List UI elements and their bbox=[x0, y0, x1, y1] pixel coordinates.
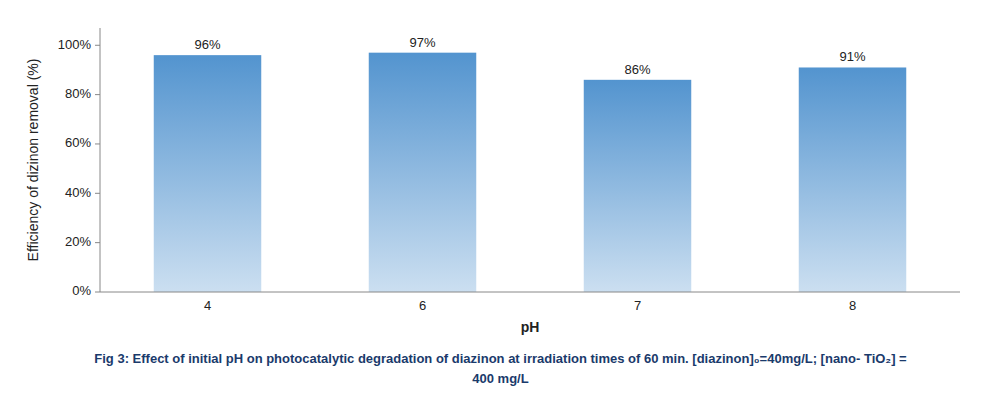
y-tick-label: 80% bbox=[65, 86, 91, 101]
bar bbox=[369, 53, 477, 292]
caption-line: Fig 3: Effect of initial pH on photocata… bbox=[94, 351, 907, 366]
y-tick-label: 0% bbox=[72, 283, 91, 298]
caption: Fig 3: Effect of initial pH on photocata… bbox=[94, 351, 907, 386]
caption-line: 400 mg/L bbox=[472, 371, 528, 386]
data-labels: 96% 97% 86% 91% bbox=[194, 35, 865, 77]
data-label: 96% bbox=[194, 37, 220, 52]
y-tick-label: 100% bbox=[58, 37, 92, 52]
x-tick-label: 8 bbox=[849, 298, 856, 313]
x-axis-label: pH bbox=[521, 319, 540, 335]
axes: 0% 20% 40% 60% 80% 100% 4 6 7 8 bbox=[58, 28, 960, 313]
bars bbox=[154, 53, 907, 292]
y-tick bbox=[95, 94, 100, 95]
y-tick bbox=[95, 242, 100, 243]
x-tick-label: 4 bbox=[204, 298, 211, 313]
bar bbox=[584, 80, 692, 292]
bar bbox=[154, 55, 262, 292]
y-tick-label: 20% bbox=[65, 234, 91, 249]
y-tick bbox=[95, 143, 100, 144]
data-label: 97% bbox=[409, 35, 435, 50]
x-axis-line bbox=[100, 292, 960, 293]
x-tick-label: 7 bbox=[634, 298, 641, 313]
y-axis-label: Efficiency of dizinon removal (%) bbox=[25, 59, 41, 262]
y-tick bbox=[95, 292, 100, 293]
y-tick-label: 40% bbox=[65, 185, 91, 200]
x-tick-label: 6 bbox=[419, 298, 426, 313]
chart: 0% 20% 40% 60% 80% 100% 4 6 7 8 96% 97% 86% 91% pH Effi… bbox=[0, 0, 1001, 405]
data-label: 86% bbox=[624, 62, 650, 77]
bar bbox=[799, 67, 907, 292]
y-tick bbox=[95, 45, 100, 46]
y-tick-label: 60% bbox=[65, 135, 91, 150]
y-axis-line bbox=[100, 28, 101, 292]
y-tick bbox=[95, 193, 100, 194]
data-label: 91% bbox=[839, 49, 865, 64]
